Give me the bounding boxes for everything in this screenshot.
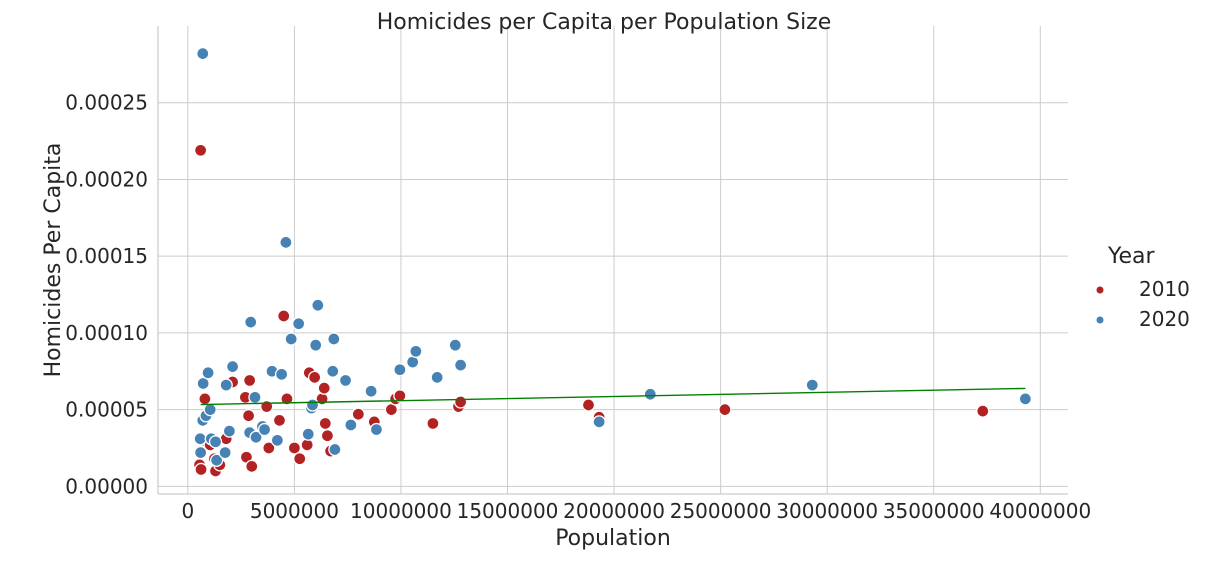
- grid: [158, 26, 1068, 494]
- x-tick-label: 15000000: [457, 499, 559, 523]
- data-point-2010: [280, 392, 294, 406]
- data-point-2020: [1018, 392, 1033, 406]
- data-point-2010: [307, 370, 322, 385]
- data-point-2020: [364, 384, 378, 398]
- y-tick-label: 0.00000: [65, 474, 148, 498]
- legend-marker-2010: [1096, 286, 1104, 294]
- data-point-2020: [225, 359, 240, 374]
- data-point-2010: [241, 409, 256, 423]
- legend-label-2010: 2010: [1139, 277, 1190, 301]
- data-point-2010: [287, 441, 302, 455]
- legend-title: Year: [1107, 244, 1156, 269]
- data-point-2020: [643, 387, 657, 401]
- y-tick-label: 0.00010: [65, 321, 148, 345]
- data-point-2010: [317, 381, 331, 395]
- data-point-2010: [453, 395, 468, 409]
- data-point-2020: [193, 445, 208, 460]
- data-point-2010: [393, 389, 407, 403]
- data-point-2020: [328, 442, 342, 457]
- data-point-2020: [270, 433, 284, 447]
- x-tick-label: 25000000: [670, 499, 772, 523]
- data-point-2020: [453, 358, 468, 372]
- trendline-group: [200, 387, 1026, 406]
- data-point-2010: [242, 373, 257, 388]
- y-axis-label: Homicides Per Capita: [41, 143, 66, 378]
- data-point-2020: [393, 363, 407, 377]
- data-point-2010: [320, 429, 335, 443]
- x-tick-label: 0: [181, 499, 194, 523]
- data-point-2020: [305, 398, 320, 412]
- data-point-2020: [326, 364, 340, 378]
- data-point-2020: [338, 373, 353, 388]
- data-point-2020: [430, 370, 444, 385]
- data-point-2010: [351, 407, 365, 421]
- data-point-2010: [581, 398, 596, 412]
- axis-spines: [157, 26, 1068, 495]
- trendline: [200, 387, 1026, 406]
- data-point-2020: [409, 344, 423, 358]
- x-tick-label: 10000000: [350, 499, 452, 523]
- data-point-2020: [327, 332, 341, 346]
- data-point-2020: [274, 367, 289, 381]
- y-tick-labels: 0.00000 0.00005 0.00010 0.00015 0.00020 0.000…: [65, 91, 148, 499]
- data-point-2020: [279, 235, 293, 250]
- x-tick-label: 40000000: [989, 499, 1091, 523]
- y-tick-label: 0.00020: [65, 167, 148, 191]
- data-point-2020: [344, 418, 358, 432]
- data-point-2010: [277, 309, 291, 323]
- data-point-2020: [592, 415, 606, 429]
- x-tick-label: 30000000: [776, 499, 878, 523]
- data-point-2020: [257, 422, 272, 437]
- data-point-2020: [193, 432, 207, 446]
- data-point-2020: [369, 422, 384, 437]
- data-point-2010: [718, 402, 732, 417]
- x-axis-label: Population: [555, 526, 671, 551]
- data-point-2010: [293, 452, 307, 466]
- data-point-2010: [272, 413, 287, 427]
- data-point-2020: [222, 424, 237, 438]
- data-point-2020: [208, 435, 223, 449]
- y-tick-label: 0.00025: [65, 91, 148, 115]
- data-point-2020: [209, 453, 224, 467]
- data-point-2020: [805, 378, 819, 392]
- data-point-2020: [301, 427, 315, 441]
- data-point-2020: [218, 445, 232, 460]
- x-tick-labels: 0 5000000 10000000 15000000 20000000 25000000…: [181, 499, 1091, 523]
- x-tick-label: 20000000: [563, 499, 665, 523]
- y-tick-label: 0.00015: [65, 244, 148, 268]
- legend-label-2020: 2020: [1139, 307, 1190, 331]
- data-point-2020: [196, 46, 210, 61]
- data-point-2020: [203, 402, 217, 417]
- y-tick-label: 0.00005: [65, 398, 148, 422]
- data-point-2020: [311, 298, 325, 312]
- data-point-2020: [292, 317, 306, 331]
- data-point-2010: [976, 404, 990, 418]
- data-point-2020: [448, 338, 462, 352]
- legend-marker-2020: [1096, 316, 1104, 324]
- chart-title: Homicides per Capita per Population Size: [377, 10, 832, 35]
- data-point-2020: [248, 390, 262, 404]
- data-point-2010: [245, 459, 259, 474]
- data-point-2020: [284, 332, 298, 346]
- data-point-2020: [219, 378, 233, 392]
- data-point-2010: [426, 416, 440, 431]
- x-tick-label: 5000000: [250, 499, 339, 523]
- data-point-2020: [196, 376, 210, 391]
- x-tick-label: 35000000: [883, 499, 985, 523]
- data-point-2020: [244, 315, 258, 329]
- legend: Year 2010 2020: [1096, 244, 1190, 331]
- data-point-2010: [318, 416, 332, 431]
- data-point-2020: [309, 338, 323, 352]
- data-point-2020: [201, 366, 215, 380]
- data-point-2010: [193, 143, 208, 157]
- data-point-2010: [194, 462, 208, 477]
- data-point-2010: [260, 399, 274, 414]
- data-point-2010: [262, 441, 276, 455]
- data-point-2020: [249, 430, 263, 444]
- data-points: [192, 46, 1033, 478]
